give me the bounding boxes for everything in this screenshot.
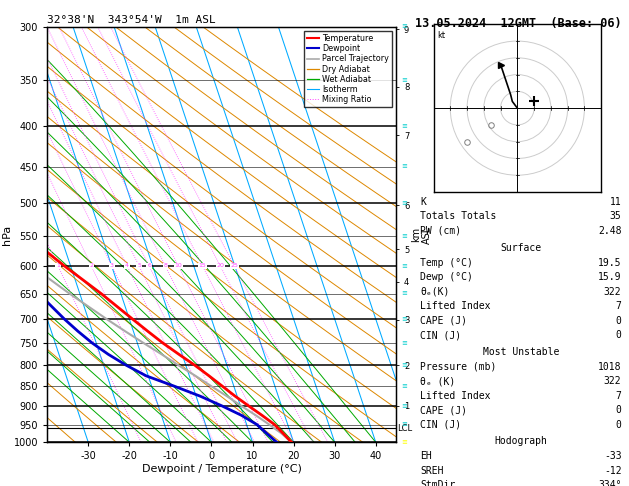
Text: 13.05.2024  12GMT  (Base: 06): 13.05.2024 12GMT (Base: 06)	[415, 17, 621, 30]
Text: ≡: ≡	[401, 316, 407, 322]
Text: EH: EH	[420, 451, 432, 461]
Text: CIN (J): CIN (J)	[420, 420, 461, 430]
Text: Lifted Index: Lifted Index	[420, 301, 491, 312]
Text: 4: 4	[125, 263, 129, 268]
Text: ≡: ≡	[401, 164, 407, 170]
Text: ≡: ≡	[401, 24, 407, 30]
Text: 15.9: 15.9	[598, 272, 621, 282]
Text: Dewp (°C): Dewp (°C)	[420, 272, 473, 282]
Text: θₑ (K): θₑ (K)	[420, 376, 455, 386]
X-axis label: Dewpoint / Temperature (°C): Dewpoint / Temperature (°C)	[142, 464, 302, 474]
Text: ≡: ≡	[401, 291, 407, 296]
Text: ≡: ≡	[401, 439, 407, 445]
Y-axis label: km
ASL: km ASL	[411, 226, 432, 243]
Text: Pressure (mb): Pressure (mb)	[420, 362, 496, 372]
Text: ≡: ≡	[401, 383, 407, 389]
Text: 35: 35	[610, 211, 621, 222]
Text: ≡: ≡	[401, 123, 407, 129]
Text: CIN (J): CIN (J)	[420, 330, 461, 341]
Text: 2: 2	[89, 263, 93, 268]
Text: ≡: ≡	[401, 263, 407, 269]
Text: 6: 6	[147, 263, 151, 268]
Text: K: K	[420, 197, 426, 207]
Text: 334°: 334°	[598, 480, 621, 486]
Text: Totals Totals: Totals Totals	[420, 211, 496, 222]
Text: 322: 322	[604, 287, 621, 297]
Text: PW (cm): PW (cm)	[420, 226, 461, 236]
Text: 20: 20	[216, 263, 224, 268]
Text: ≡: ≡	[401, 233, 407, 239]
Text: 15: 15	[199, 263, 206, 268]
Text: 19.5: 19.5	[598, 258, 621, 268]
Text: 0: 0	[616, 420, 621, 430]
Text: θₑ(K): θₑ(K)	[420, 287, 450, 297]
Text: 7: 7	[616, 391, 621, 401]
Text: ≡: ≡	[401, 200, 407, 206]
Text: Surface: Surface	[500, 243, 542, 253]
Text: Temp (°C): Temp (°C)	[420, 258, 473, 268]
Text: 0: 0	[616, 330, 621, 341]
Text: 0: 0	[616, 316, 621, 326]
Text: Hodograph: Hodograph	[494, 436, 547, 447]
Text: 7: 7	[616, 301, 621, 312]
Text: 10: 10	[174, 263, 182, 268]
Text: ≡: ≡	[401, 340, 407, 346]
Text: ≡: ≡	[401, 77, 407, 83]
Text: SREH: SREH	[420, 466, 443, 476]
Text: CAPE (J): CAPE (J)	[420, 405, 467, 416]
Text: ≡: ≡	[401, 403, 407, 409]
Text: LCL: LCL	[397, 424, 412, 433]
Text: -12: -12	[604, 466, 621, 476]
Text: 8: 8	[164, 263, 167, 268]
Text: 322: 322	[604, 376, 621, 386]
Text: 32°38'N  343°54'W  1m ASL: 32°38'N 343°54'W 1m ASL	[47, 15, 216, 25]
Text: ≡: ≡	[401, 362, 407, 368]
Text: CAPE (J): CAPE (J)	[420, 316, 467, 326]
Text: 3: 3	[110, 263, 114, 268]
Text: ≡: ≡	[401, 421, 407, 428]
Text: Lifted Index: Lifted Index	[420, 391, 491, 401]
Text: Most Unstable: Most Unstable	[482, 347, 559, 357]
Text: 11: 11	[610, 197, 621, 207]
Y-axis label: hPa: hPa	[3, 225, 12, 244]
Text: 1: 1	[56, 263, 60, 268]
Text: kt: kt	[437, 31, 445, 40]
Legend: Temperature, Dewpoint, Parcel Trajectory, Dry Adiabat, Wet Adiabat, Isotherm, Mi: Temperature, Dewpoint, Parcel Trajectory…	[304, 31, 392, 107]
Text: StmDir: StmDir	[420, 480, 455, 486]
Text: 25: 25	[230, 263, 238, 268]
Text: 2.48: 2.48	[598, 226, 621, 236]
Text: -33: -33	[604, 451, 621, 461]
Text: 1018: 1018	[598, 362, 621, 372]
Text: 5: 5	[137, 263, 141, 268]
Text: 0: 0	[616, 405, 621, 416]
